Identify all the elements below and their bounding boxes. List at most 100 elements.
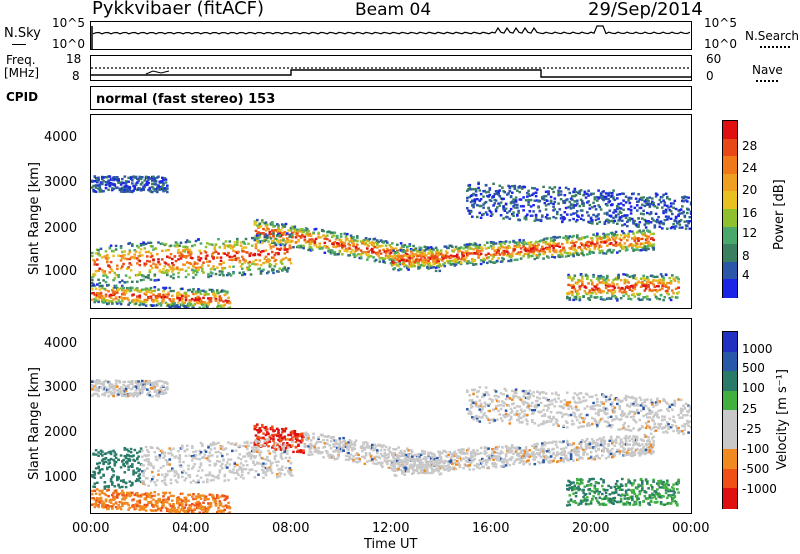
heatmap-cell	[508, 186, 512, 190]
heatmap-cell	[181, 504, 184, 507]
heatmap-cell	[587, 297, 590, 300]
heatmap-cell	[547, 193, 550, 196]
heatmap-cell	[228, 506, 232, 509]
heatmap-cell	[581, 252, 584, 255]
heatmap-cell	[462, 254, 465, 257]
heatmap-cell	[159, 302, 163, 305]
heatmap-cell	[586, 211, 589, 214]
heatmap-cell	[534, 195, 538, 198]
heatmap-cell	[381, 244, 384, 248]
heatmap-cell	[574, 204, 578, 207]
heatmap-cell	[468, 212, 472, 215]
heatmap-cell	[657, 280, 660, 283]
heatmap-cell	[602, 290, 605, 293]
heatmap-cell	[287, 267, 290, 270]
freq-trace	[91, 67, 691, 78]
heatmap-cell	[644, 241, 648, 244]
heatmap-cell	[119, 302, 123, 306]
heatmap-cell	[459, 246, 463, 249]
heatmap-cell	[501, 246, 504, 249]
heatmap-cell	[184, 503, 188, 507]
heatmap-cell	[256, 263, 259, 266]
heatmap-cell	[359, 253, 363, 256]
heatmap-cell	[658, 198, 662, 202]
heatmap-cell	[566, 238, 569, 242]
heatmap-cell	[594, 218, 598, 222]
heatmap-cell	[136, 244, 139, 248]
heatmap-cell	[604, 195, 608, 198]
heatmap-cell	[233, 241, 237, 244]
heatmap-cell	[307, 234, 310, 237]
heatmap-cell	[394, 263, 398, 266]
heatmap-cell	[649, 212, 653, 215]
heatmap-cell	[181, 492, 184, 495]
heatmap-cell	[271, 250, 274, 254]
heatmap-cell	[298, 449, 302, 453]
heatmap-cell	[432, 248, 435, 251]
heatmap-cell	[367, 244, 370, 248]
heatmap-cell	[177, 501, 180, 505]
heatmap-cell	[117, 274, 120, 277]
heatmap-cell	[289, 262, 293, 265]
heatmap-cell	[647, 247, 650, 251]
heatmap-cell	[276, 239, 279, 242]
heatmap-cell	[644, 219, 648, 223]
heatmap-cell	[661, 275, 664, 278]
heatmap-cell	[299, 449, 303, 452]
heatmap-cell	[184, 296, 188, 299]
heatmap-cell	[487, 246, 490, 249]
heatmap-cell	[632, 222, 635, 225]
heatmap-cell	[442, 465, 445, 468]
heatmap-cell	[589, 294, 593, 298]
heatmap-cell	[144, 242, 148, 246]
heatmap-cell	[502, 205, 505, 209]
heatmap-cell	[116, 186, 119, 189]
heatmap-cell	[397, 264, 400, 267]
heatmap-cell	[669, 282, 673, 285]
heatmap-cell	[308, 242, 312, 246]
heatmap-cell	[611, 251, 614, 254]
heatmap-cell	[516, 214, 519, 217]
heatmap-cell	[293, 228, 297, 231]
heatmap-cell	[112, 187, 115, 191]
heatmap-cell	[149, 496, 153, 499]
heatmap-cell	[279, 433, 283, 437]
heatmap-cell	[326, 450, 329, 453]
heatmap-cell	[487, 252, 490, 255]
heatmap-cell	[124, 291, 128, 294]
heatmap-cell	[173, 302, 177, 305]
heatmap-cell	[661, 206, 664, 209]
heatmap-cell	[124, 496, 128, 499]
heatmap-cell	[293, 430, 297, 434]
heatmap-cell	[171, 294, 174, 297]
heatmap-cell	[131, 280, 134, 283]
heatmap-cell	[98, 186, 102, 189]
heatmap-cell	[578, 288, 582, 291]
heatmap-cell	[91, 279, 94, 282]
heatmap-cell	[642, 209, 645, 212]
heatmap-cell	[149, 501, 153, 505]
heatmap-cell	[266, 431, 269, 434]
heatmap-cell	[156, 190, 159, 194]
heatmap-cell	[546, 199, 549, 202]
heatmap-cell	[541, 214, 544, 217]
heatmap-cell	[197, 301, 200, 305]
heatmap-cell	[294, 440, 298, 444]
heatmap-cell	[204, 290, 208, 293]
heatmap-cell	[411, 265, 414, 268]
heatmap-cell	[616, 197, 619, 200]
heatmap-cell	[232, 249, 235, 252]
heatmap-cell	[189, 303, 193, 306]
heatmap-cell	[642, 229, 645, 232]
heatmap-cell	[517, 209, 520, 213]
heatmap-cell	[251, 244, 254, 247]
heatmap-cell	[97, 269, 100, 272]
heatmap-cell	[643, 232, 647, 235]
heatmap-cell	[207, 275, 210, 279]
heatmap-cell	[96, 248, 99, 251]
heatmap-cell	[489, 199, 493, 202]
heatmap-cell	[138, 508, 142, 512]
heatmap-cell	[148, 270, 152, 274]
heatmap-cell	[652, 219, 655, 222]
heatmap-cell	[389, 466, 393, 469]
